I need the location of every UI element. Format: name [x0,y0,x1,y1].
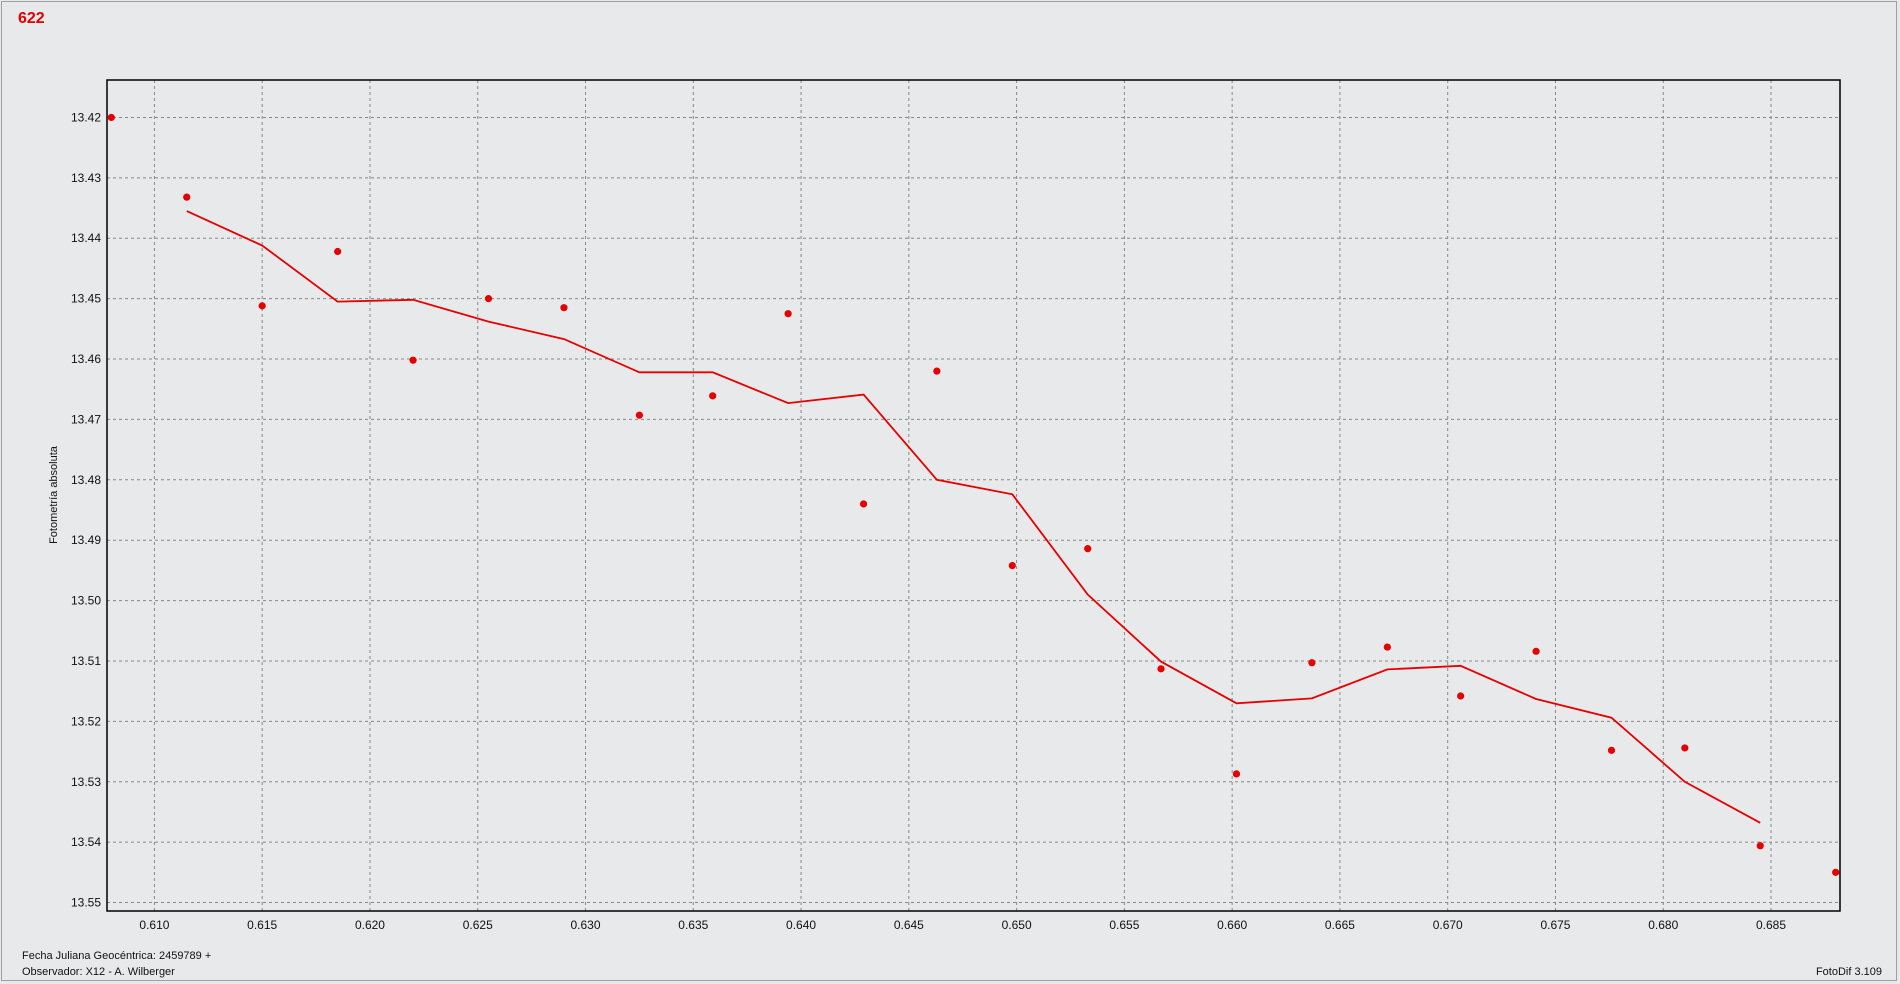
data-point [859,500,868,508]
y-tick-label: 13.47 [71,412,101,426]
y-tick-label: 13.55 [71,896,101,910]
y-tick-label: 13.43 [71,171,101,185]
plot-area-border [106,79,1841,912]
data-marks [107,113,1840,876]
data-point [1756,842,1764,850]
x-tick-label: 0.615 [247,918,277,932]
x-tick-label: 0.635 [678,918,708,932]
x-tick-label: 0.680 [1648,918,1678,932]
data-point [1607,746,1616,754]
y-tick-label: 13.44 [71,231,101,245]
x-tick-label: 0.655 [1109,918,1139,932]
software-version-label: FotoDif 3.109 [1815,966,1882,978]
data-point [183,193,191,201]
y-tick-label: 13.53 [71,775,101,789]
data-point [1681,744,1689,752]
y-tick-label: 13.49 [71,533,101,547]
data-point [1157,665,1165,673]
data-point [1008,561,1016,570]
data-point [1532,647,1540,655]
x-tick-label: 0.660 [1217,918,1247,932]
data-point [1308,659,1316,667]
y-tick-label: 13.50 [71,594,101,608]
data-point [107,113,115,122]
y-tick-labels: 13.42 13.43 13.44 13.45 13.46 13.47 13.48 13.49… [71,110,101,909]
data-point [1383,643,1391,651]
y-tick-label: 13.46 [71,352,101,366]
x-tick-label: 0.675 [1540,918,1570,932]
data-point [409,356,417,364]
data-point [1457,692,1465,700]
x-tick-label: 0.610 [139,918,169,932]
x-tick-labels: 0.610 0.615 0.620 0.625 0.630 0.635 0.640 0.645… [139,918,1786,932]
y-tick-label: 13.48 [71,473,101,487]
grid [107,80,1840,911]
data-point [1232,770,1241,778]
y-tick-label: 13.54 [71,835,101,849]
data-point [784,310,792,318]
x-tick-label: 0.625 [463,918,493,932]
data-point [1084,545,1092,553]
data-point [334,247,342,256]
x-tick-label: 0.630 [570,918,600,932]
x-tick-label: 0.645 [894,918,924,932]
y-tick-label: 13.51 [71,654,101,668]
data-point [709,392,717,400]
x-tick-label: 0.640 [786,918,816,932]
x-tick-label: 0.650 [1002,918,1032,932]
y-tick-label: 13.42 [71,110,101,124]
data-point [560,304,568,312]
julian-date-label: Fecha Juliana Geocéntrica: 2459789 + [22,950,212,962]
x-tick-label: 0.665 [1325,918,1355,932]
data-point [258,302,266,310]
data-point [635,411,644,419]
observer-label: Observador: X12 - A. Wilberger [22,966,175,978]
data-point [1832,868,1840,876]
x-tick-label: 0.685 [1756,918,1786,932]
trend-line [186,210,1761,824]
data-point [484,295,493,303]
y-tick-label: 13.52 [71,714,101,728]
data-point [933,367,941,375]
y-axis-label: Fotometría absoluta [48,446,60,544]
y-tick-label: 13.45 [71,292,101,306]
x-tick-label: 0.670 [1433,918,1463,932]
object-id-label: 622 [18,10,45,27]
x-tick-label: 0.620 [355,918,385,932]
